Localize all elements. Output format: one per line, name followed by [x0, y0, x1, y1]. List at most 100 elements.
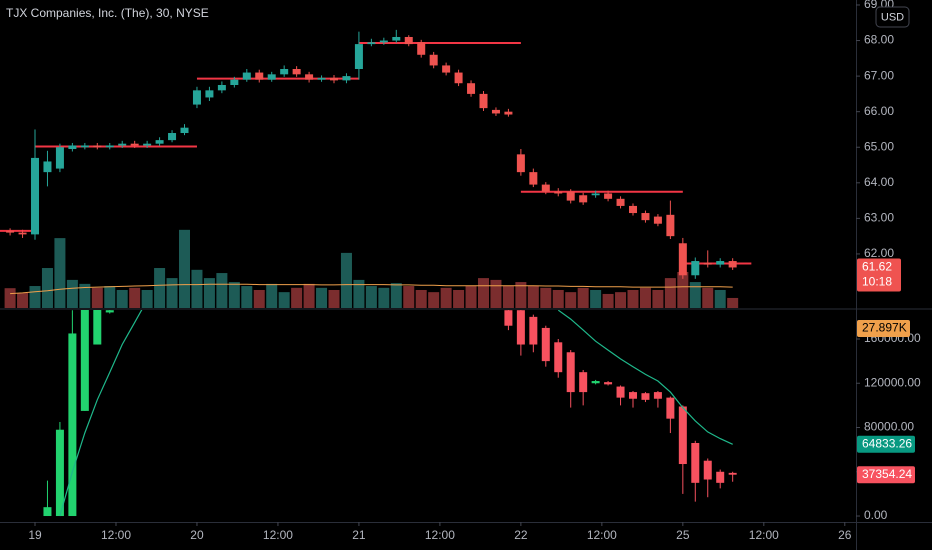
volume-bar — [465, 286, 477, 308]
chart-title: TJX Companies, Inc. (The), 30, NYSE — [6, 6, 209, 20]
volume-bar — [527, 286, 539, 308]
candle-body — [504, 111, 513, 115]
volume-bar — [440, 287, 452, 308]
candle-body — [68, 333, 77, 517]
candle-body — [541, 327, 550, 362]
x-tick-label: 22 — [514, 528, 528, 542]
candle-body — [491, 109, 500, 114]
candle-body — [43, 507, 52, 517]
volume-bar — [316, 287, 328, 308]
candle-body — [330, 77, 339, 81]
volume-bar — [203, 278, 215, 308]
x-tick-label: 20 — [190, 528, 204, 542]
volume-bar — [303, 283, 315, 308]
candle-body — [6, 230, 15, 233]
candle-body — [105, 310, 114, 313]
candle-body — [404, 36, 413, 45]
volume-bar — [428, 292, 440, 308]
candle-body — [591, 193, 600, 196]
volume-badge: 27.897K — [862, 321, 907, 335]
candle-body — [168, 133, 177, 141]
candle-body — [217, 85, 226, 91]
candle-body — [155, 140, 164, 144]
candle-body — [516, 154, 525, 173]
volume-bar — [17, 292, 29, 308]
candle-body — [467, 83, 476, 94]
candle-body — [616, 386, 625, 398]
volume-bar — [702, 287, 714, 308]
volume-bar — [141, 289, 153, 308]
volume-bar — [179, 229, 191, 308]
candle-body — [703, 460, 712, 480]
volume-bar — [328, 289, 340, 308]
candle-body — [529, 316, 538, 345]
volume-bar — [677, 271, 689, 308]
volume-bar — [652, 289, 664, 308]
volume-bar — [577, 287, 589, 308]
volume-bar — [565, 292, 577, 308]
candle-body — [280, 68, 289, 75]
candle-body — [354, 44, 363, 69]
candle-body — [628, 392, 637, 399]
candle-body — [628, 205, 637, 214]
currency-label[interactable]: USD — [881, 11, 904, 23]
volume-bar — [79, 283, 91, 308]
candle-body — [728, 472, 737, 475]
volume-bar — [627, 289, 639, 308]
candle-body — [678, 406, 687, 465]
countdown: 10:18 — [862, 275, 892, 289]
candle-body — [691, 442, 700, 483]
candle-body — [541, 184, 550, 192]
candle-body — [80, 145, 89, 148]
indicator-close-badge-bg — [857, 466, 915, 484]
volume-bar — [365, 286, 377, 308]
candle-body — [678, 243, 687, 276]
candle-body — [566, 191, 575, 201]
candle-body — [55, 147, 64, 169]
candle-body — [267, 74, 276, 80]
candle-body — [192, 90, 201, 105]
candle-body — [367, 42, 376, 45]
indicator-close-badge: 37354.24 — [862, 467, 912, 481]
candle-body — [205, 90, 214, 98]
y-tick-label: 80000.00 — [864, 420, 914, 434]
volume-bar — [453, 289, 465, 308]
volume-ma-line — [10, 283, 733, 295]
volume-bar — [129, 287, 141, 308]
volume-bar — [191, 269, 203, 308]
x-tick-label: 12:00 — [749, 528, 779, 542]
volume-bar — [91, 287, 103, 308]
candle-body — [691, 261, 700, 276]
price-pane — [0, 29, 752, 308]
volume-bar — [478, 278, 490, 308]
volume-bar — [664, 278, 676, 308]
candle-body — [579, 372, 588, 393]
indicator-line — [59, 310, 733, 517]
candle-body — [666, 397, 675, 419]
candle-body — [230, 79, 239, 86]
candle-body — [305, 74, 314, 80]
candle-body — [118, 143, 127, 146]
indicator-line-badge-bg — [857, 435, 915, 453]
candle-body — [180, 127, 189, 134]
volume-bar — [291, 287, 303, 308]
candle-body — [55, 429, 64, 517]
y-tick-label: 120000.00 — [864, 375, 921, 389]
candle-body — [591, 381, 600, 384]
candle-body — [255, 72, 264, 80]
volume-bar — [41, 268, 53, 308]
candle-body — [666, 214, 675, 237]
y-tick-label: 69.00 — [864, 0, 894, 11]
candle-body — [93, 145, 102, 148]
y-tick-label: 67.00 — [864, 68, 894, 82]
currency-button[interactable] — [875, 6, 910, 28]
candle-body — [579, 195, 588, 203]
volume-bar — [253, 289, 265, 308]
candle-body — [31, 157, 40, 235]
candle-body — [242, 72, 251, 80]
volume-bar — [54, 238, 66, 308]
candle-body — [417, 42, 426, 55]
candle-body — [317, 77, 326, 80]
candle-body — [93, 310, 102, 345]
